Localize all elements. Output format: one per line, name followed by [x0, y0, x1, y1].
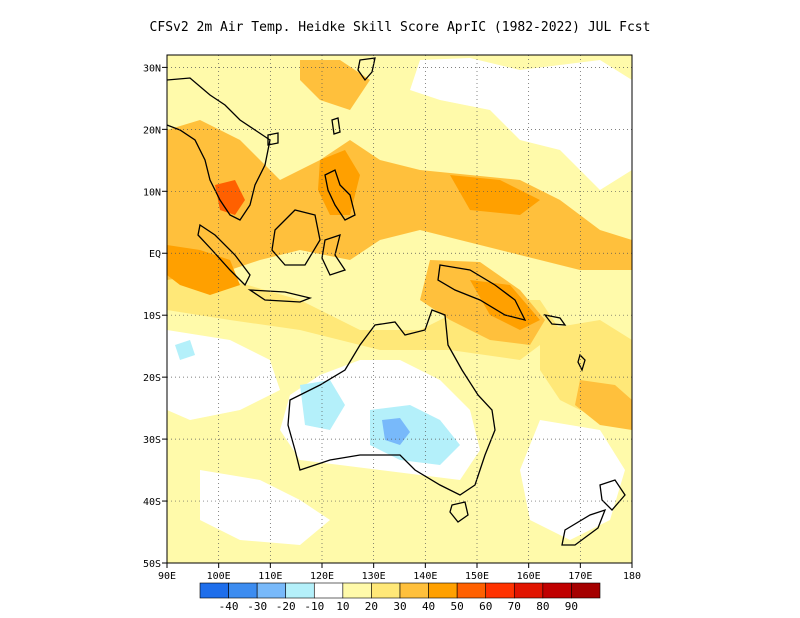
- coast-java: [247, 289, 313, 303]
- colorbar-label: 10: [336, 600, 349, 613]
- lon-tick-label: 110E: [258, 571, 282, 582]
- colorbar-swatch: [228, 582, 258, 599]
- colorbar-label: -30: [247, 600, 267, 613]
- shade-red-indochina: [215, 180, 245, 215]
- coast-new-guinea: [437, 264, 527, 321]
- chart-title: CFSv2 2m Air Temp. Heidke Skill Score Ap…: [149, 20, 651, 35]
- colorbar-swatch: [199, 582, 229, 599]
- colorbar-label: 40: [422, 600, 435, 613]
- coast-sumatra: [197, 223, 251, 287]
- coast-australia: [287, 309, 496, 496]
- lat-tick-label: 10N: [143, 187, 161, 198]
- colorbar-label: 50: [451, 600, 464, 613]
- shade-dark-orange-png: [470, 280, 540, 330]
- latitude-axis: 30N 20N 10N EQ 10S 20S 30S 40S 50S: [143, 63, 167, 570]
- coast-japan: [357, 57, 376, 82]
- coast-mainland-asia: [167, 77, 271, 221]
- lon-tick-label: 180: [623, 571, 641, 582]
- colorbar-label: -10: [304, 600, 324, 613]
- colorbar-swatch: [342, 582, 372, 599]
- colorbar-label: 70: [508, 600, 521, 613]
- colorbar-swatch: [542, 582, 572, 599]
- lat-tick-label: 50S: [143, 559, 161, 570]
- coast-new-zealand-north: [599, 479, 626, 511]
- colorbar-label: -20: [276, 600, 296, 613]
- lon-tick-label: 140E: [413, 571, 437, 582]
- colorbar-label: 60: [479, 600, 492, 613]
- colorbar-label: -40: [219, 600, 239, 613]
- shade-orange-east: [575, 380, 632, 430]
- colorbar-label: 90: [565, 600, 578, 613]
- coastlines: [167, 57, 626, 546]
- lon-tick-label: 160E: [517, 571, 541, 582]
- colorbar-swatch: [513, 582, 544, 599]
- lon-tick-label: 100E: [207, 571, 231, 582]
- lon-tick-label: 150E: [465, 571, 489, 582]
- colorbar-swatch: [485, 582, 515, 599]
- shade-dark-orange-mid: [450, 175, 540, 215]
- shade-white-east: [520, 420, 625, 540]
- coast-taiwan: [331, 117, 341, 135]
- shade-mid-blue-central: [382, 418, 410, 445]
- shade-orange-tropics: [167, 120, 632, 280]
- colorbar-label: 80: [536, 600, 549, 613]
- lat-tick-label: 20N: [143, 125, 161, 136]
- plot-frame: [166, 54, 633, 564]
- gridlines: [167, 55, 632, 563]
- shade-white-south: [200, 470, 330, 545]
- shade-white-north: [410, 58, 632, 190]
- coast-vanuatu: [577, 353, 586, 372]
- colorbar-swatch: [371, 582, 401, 599]
- lon-tick-label: 90E: [158, 571, 176, 582]
- colorbar-label: 30: [393, 600, 406, 613]
- colorbar-swatch: [571, 582, 601, 599]
- colorbar-swatch: [256, 582, 287, 599]
- coast-sulawesi: [321, 234, 347, 276]
- coast-solomon: [543, 314, 567, 326]
- shade-light-blue-australia: [300, 380, 345, 430]
- coast-tasmania: [449, 501, 469, 523]
- coast-borneo: [271, 209, 321, 266]
- lat-tick-label: EQ: [149, 249, 161, 260]
- colorbar-swatch: [313, 582, 344, 599]
- shading-layer: [167, 58, 632, 545]
- lat-tick-label: 40S: [143, 497, 161, 508]
- shade-orange-north: [300, 60, 370, 110]
- shade-white-west: [167, 330, 280, 420]
- colorbar: -40 -30 -20 -10 10 20 30 40 50 60 70 80 90: [199, 582, 601, 613]
- coast-philippines: [324, 169, 356, 221]
- coast-hainan: [267, 132, 279, 146]
- shade-yellow-sea: [167, 260, 560, 360]
- lat-tick-label: 30S: [143, 435, 161, 446]
- colorbar-swatch: [399, 582, 429, 599]
- shade-light-blue-west: [175, 340, 195, 360]
- colorbar-swatch: [285, 582, 315, 599]
- lat-tick-label: 30N: [143, 63, 161, 74]
- lat-tick-label: 20S: [143, 373, 161, 384]
- coast-new-zealand-south: [561, 508, 607, 546]
- shade-dark-orange-indo: [167, 245, 240, 295]
- colorbar-swatch: [428, 582, 458, 599]
- lat-tick-label: 10S: [143, 311, 161, 322]
- colorbar-swatch: [456, 582, 487, 599]
- lon-tick-label: 130E: [362, 571, 386, 582]
- longitude-axis: 90E 100E 110E 120E 130E 140E 150E 160E 170E 180: [158, 563, 641, 582]
- lon-tick-label: 170E: [568, 571, 592, 582]
- colorbar-label: 20: [365, 600, 378, 613]
- lon-tick-label: 120E: [310, 571, 334, 582]
